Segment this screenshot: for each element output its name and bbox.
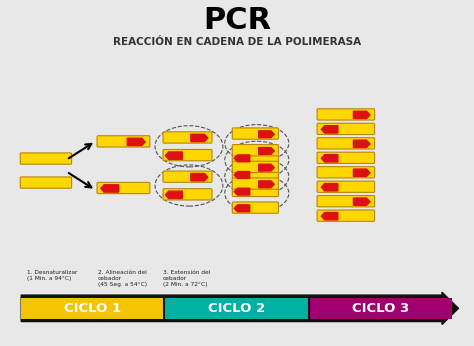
Polygon shape [191,134,208,142]
Polygon shape [234,172,250,179]
FancyBboxPatch shape [232,161,278,173]
Polygon shape [234,205,250,212]
Text: 2. Alineación del
cebador
(45 Seg. a 54°C): 2. Alineación del cebador (45 Seg. a 54°… [98,270,147,287]
Bar [165,298,308,319]
FancyBboxPatch shape [232,185,278,197]
Polygon shape [321,155,338,162]
FancyBboxPatch shape [317,167,374,178]
Polygon shape [259,181,274,188]
FancyBboxPatch shape [163,149,212,161]
Polygon shape [321,126,338,133]
Polygon shape [354,169,370,176]
Polygon shape [191,173,208,181]
Polygon shape [259,131,274,138]
Polygon shape [127,138,145,146]
FancyBboxPatch shape [163,189,212,200]
Polygon shape [259,147,274,154]
FancyBboxPatch shape [163,171,212,182]
FancyBboxPatch shape [232,128,278,139]
FancyBboxPatch shape [232,169,278,180]
Text: CICLO 3: CICLO 3 [352,302,410,315]
FancyBboxPatch shape [97,182,150,194]
Text: REACCIÓN EN CADENA DE LA POLIMERASA: REACCIÓN EN CADENA DE LA POLIMERASA [113,37,361,47]
FancyBboxPatch shape [317,195,374,207]
FancyBboxPatch shape [20,177,72,188]
Polygon shape [321,212,338,220]
FancyBboxPatch shape [317,210,374,221]
FancyBboxPatch shape [317,123,374,135]
Text: CICLO 1: CICLO 1 [64,302,121,315]
FancyBboxPatch shape [232,202,278,213]
FancyBboxPatch shape [97,136,150,147]
Polygon shape [354,140,370,147]
Polygon shape [354,198,370,206]
FancyBboxPatch shape [232,152,278,163]
Polygon shape [321,184,338,191]
FancyArrow shape [21,292,458,325]
FancyBboxPatch shape [317,181,374,192]
FancyBboxPatch shape [317,138,374,149]
Bar [21,298,164,319]
Text: 3. Extensión del
cebador
(2 Min. a 72°C): 3. Extensión del cebador (2 Min. a 72°C) [163,270,210,287]
Polygon shape [165,191,182,199]
Text: 1. Desnaturalizar
(1 Min. a 94°C): 1. Desnaturalizar (1 Min. a 94°C) [27,270,78,281]
Bar [310,298,452,319]
Polygon shape [165,152,182,159]
FancyBboxPatch shape [232,145,278,156]
Text: PCR: PCR [203,6,271,35]
Polygon shape [234,155,250,162]
FancyBboxPatch shape [232,178,278,189]
FancyBboxPatch shape [163,132,212,143]
Polygon shape [101,185,118,192]
Polygon shape [234,188,250,195]
Polygon shape [354,111,370,119]
FancyBboxPatch shape [20,153,72,164]
Text: CICLO 2: CICLO 2 [208,302,265,315]
FancyBboxPatch shape [317,109,374,120]
FancyBboxPatch shape [317,152,374,163]
Polygon shape [259,164,274,171]
